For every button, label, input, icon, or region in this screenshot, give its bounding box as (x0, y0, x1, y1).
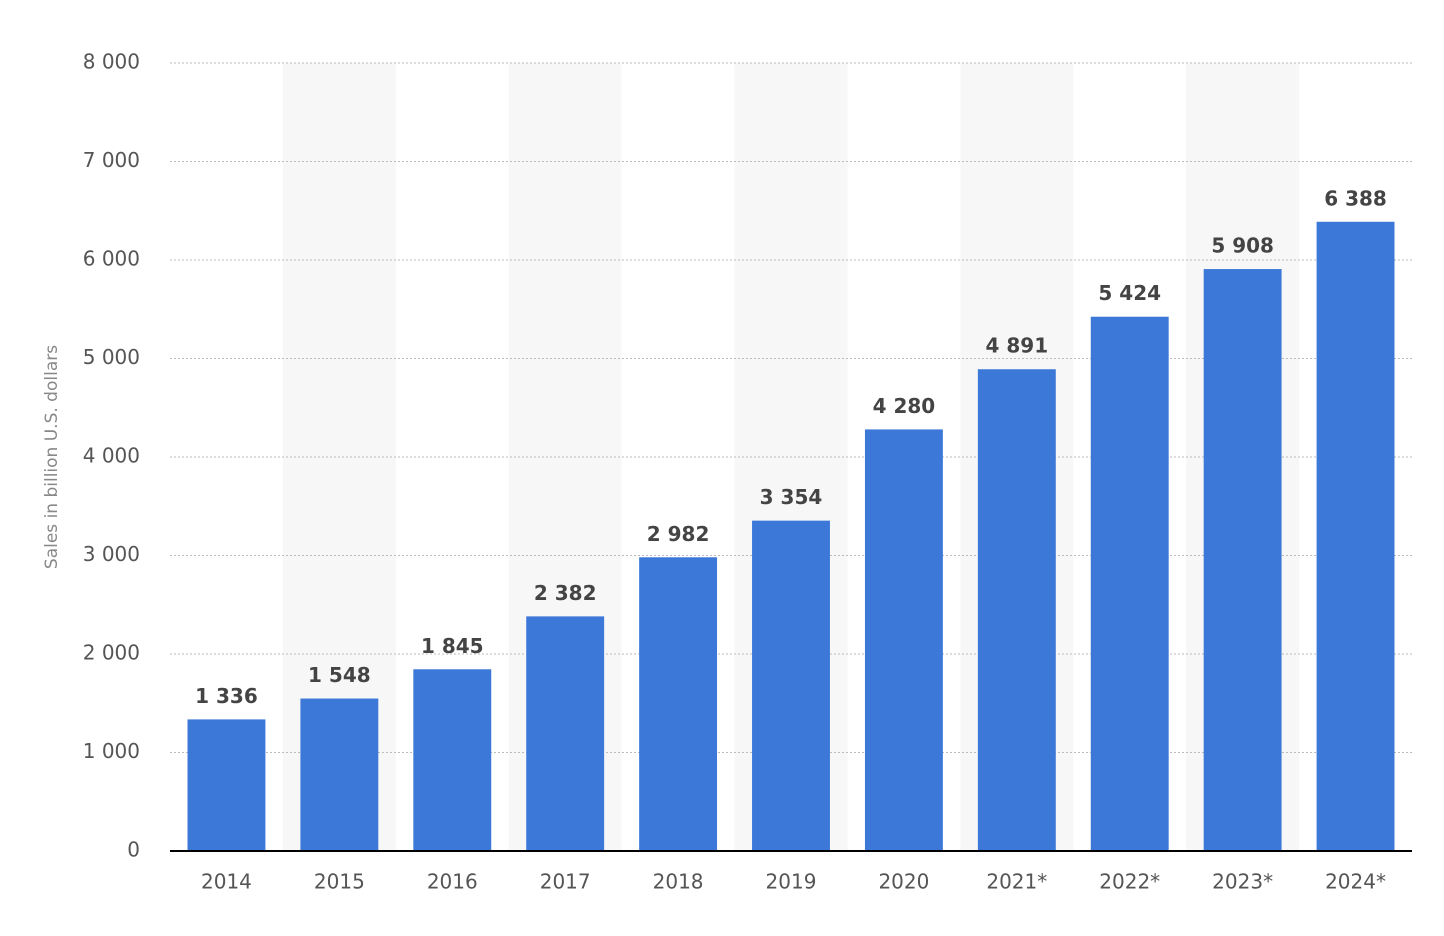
y-tick-label: 2 000 (83, 641, 140, 665)
x-tick-label: 2022* (1099, 870, 1160, 894)
bar (752, 520, 830, 851)
value-label: 2 382 (534, 581, 597, 605)
y-tick-label: 7 000 (83, 148, 140, 172)
value-label: 1 845 (421, 634, 484, 658)
bar (864, 429, 943, 851)
x-tick-label: 2018 (653, 870, 704, 894)
y-tick-label: 4 000 (83, 444, 140, 468)
value-label: 5 424 (1098, 281, 1161, 305)
x-tick-label: 2016 (427, 870, 478, 894)
x-tick-label: 2021* (986, 870, 1047, 894)
x-tick-label: 2023* (1212, 870, 1273, 894)
bar (187, 719, 266, 851)
y-tick-label: 1 000 (83, 739, 140, 763)
x-tick-label: 2017 (540, 870, 591, 894)
value-label: 1 548 (308, 663, 371, 687)
x-tick-label: 2019 (766, 870, 817, 894)
value-label: 6 388 (1324, 186, 1387, 210)
value-label: 1 336 (195, 684, 258, 708)
value-label: 4 280 (873, 394, 936, 418)
x-tick-label: 2014 (201, 870, 252, 894)
y-tick-label: 8 000 (83, 50, 140, 74)
bar (526, 616, 605, 851)
x-tick-label: 2015 (314, 870, 365, 894)
bar (1203, 269, 1282, 851)
bar (300, 698, 379, 851)
y-axis-label: Sales in billion U.S. dollars (42, 345, 62, 569)
value-label: 4 891 (985, 334, 1048, 358)
bar (1090, 316, 1169, 852)
y-tick-label: 0 (127, 838, 140, 862)
x-tick-label: 2024* (1325, 870, 1386, 894)
bar (1316, 221, 1395, 852)
value-label: 3 354 (760, 485, 823, 509)
bar (977, 369, 1056, 851)
y-tick-label: 3 000 (83, 542, 140, 566)
value-label: 2 982 (647, 522, 710, 546)
bar (639, 557, 718, 851)
x-tick-label: 2020 (878, 870, 929, 894)
bar (413, 669, 492, 851)
y-tick-label: 6 000 (83, 247, 140, 271)
value-label: 5 908 (1211, 234, 1274, 258)
y-tick-label: 5 000 (83, 345, 140, 369)
